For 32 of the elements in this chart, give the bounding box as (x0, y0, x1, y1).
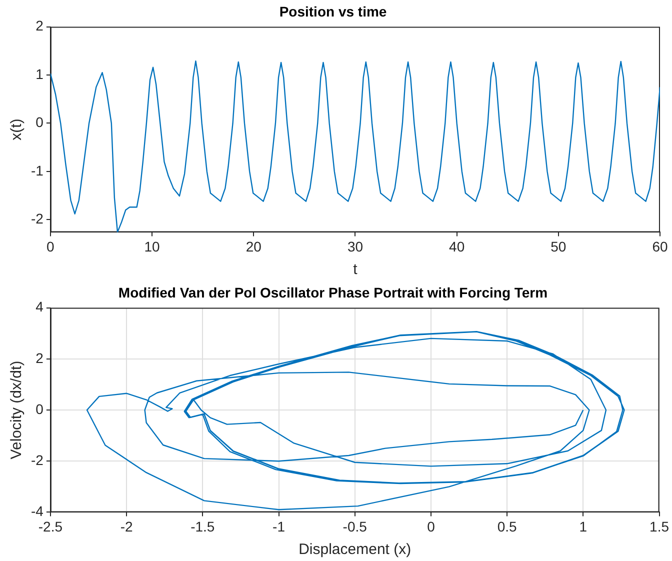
y-axis-title: Velocity (dx/dt) (8, 360, 26, 460)
y-tick-label: 0 (36, 400, 44, 417)
x-tick-label: 0 (46, 238, 55, 254)
y-tick-label: -2 (30, 210, 44, 227)
chart-title: Modified Van der Pol Oscillator Phase Portrait with Forcing Term (118, 284, 548, 300)
chart-title: Position vs time (279, 3, 387, 20)
x-tick-label: 50 (550, 238, 566, 254)
x-tick-label: -2.5 (38, 518, 63, 534)
y-tick-label: 2 (36, 18, 44, 34)
x-tick-label: -1 (272, 518, 286, 534)
y-tick-label: -2 (30, 452, 44, 468)
x-tick-label: -0.5 (342, 518, 368, 534)
y-tick-label: 1 (36, 66, 44, 82)
x-axis-title: Displacement (x) (298, 541, 412, 558)
x-tick-label: 40 (449, 238, 465, 254)
y-tick-label: 0 (36, 114, 44, 130)
x-tick-label: 20 (246, 238, 262, 254)
x-tick-label: 10 (144, 238, 160, 254)
x-axis-title: t (353, 261, 358, 278)
x-tick-label: 1 (579, 518, 588, 534)
x-tick-label: 30 (347, 238, 364, 254)
x-tick-label: 1.5 (650, 518, 670, 534)
x-tick-label: -1.5 (190, 518, 215, 534)
x-tick-label: 0.5 (497, 518, 518, 534)
y-tick-label: 4 (36, 298, 44, 315)
y-tick-label: -4 (30, 503, 44, 520)
y-axis-title: x(t) (8, 118, 26, 140)
y-tick-label: 2 (36, 350, 44, 366)
x-tick-label: -2 (120, 518, 133, 534)
x-tick-label: 0 (427, 518, 436, 534)
y-tick-label: -1 (30, 162, 44, 178)
x-tick-label: 60 (652, 238, 668, 254)
